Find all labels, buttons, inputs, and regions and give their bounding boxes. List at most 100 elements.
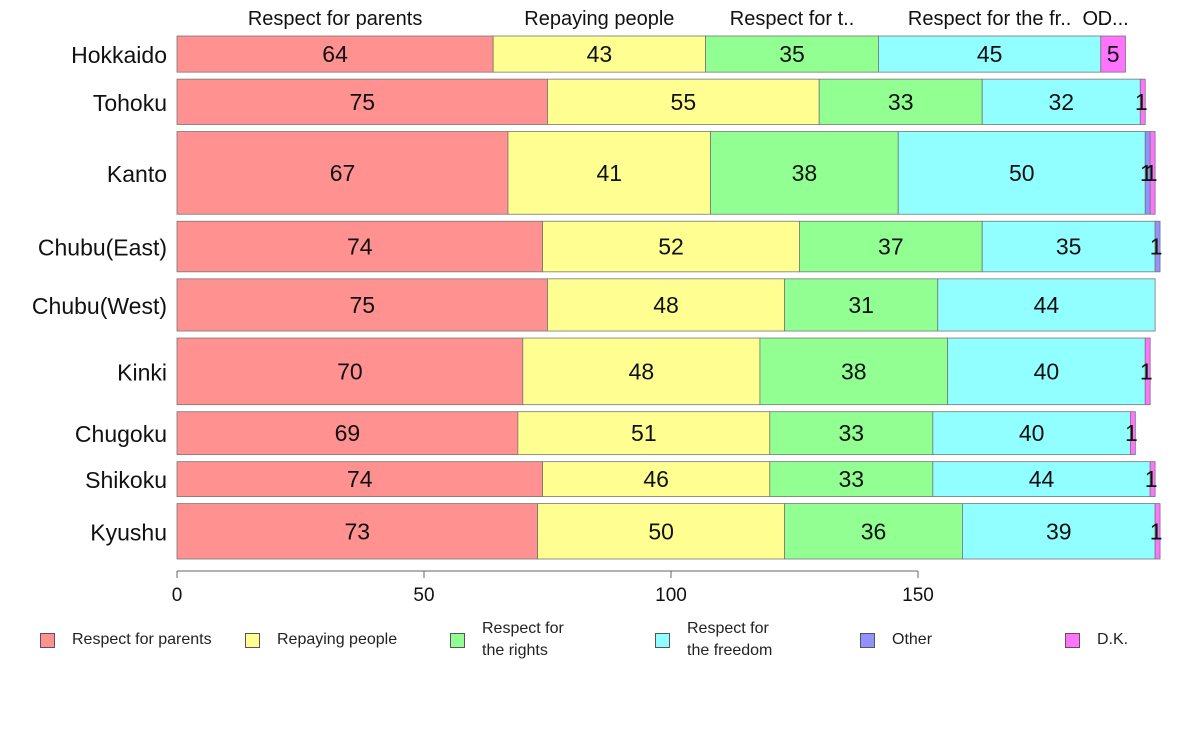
- category-label: Shikoku: [85, 467, 167, 493]
- bar-segment: [547, 278, 786, 332]
- bar-segment: [784, 503, 963, 560]
- category-label: Tohoku: [93, 90, 167, 116]
- data-label: 33: [839, 420, 865, 446]
- data-label: 1: [1150, 518, 1163, 544]
- data-label: 1: [1140, 358, 1153, 384]
- bar-segment: [705, 35, 879, 73]
- x-axis: 0 50 100 150: [172, 570, 934, 606]
- legend-item: Respect for parents: [40, 618, 212, 662]
- data-label: 37: [878, 234, 904, 260]
- bar-segment: [547, 78, 820, 125]
- legend-swatch: [40, 632, 55, 648]
- bar-segment: [759, 337, 949, 406]
- legend-label: Respect for parents: [72, 631, 212, 648]
- category-label: Kinki: [117, 359, 167, 385]
- data-label: 44: [1029, 466, 1055, 492]
- category-label: Chugoku: [75, 421, 167, 447]
- data-label: 33: [839, 466, 865, 492]
- data-label: 45: [977, 41, 1003, 67]
- bar-segment: [176, 78, 548, 125]
- bar-segment: [176, 278, 548, 332]
- data-label: 1: [1135, 89, 1148, 115]
- data-label: 35: [1056, 234, 1082, 260]
- data-label: 69: [335, 420, 361, 446]
- bar-segment: [176, 131, 509, 215]
- series-top-label: Repaying people: [524, 8, 674, 30]
- category-label: Kanto: [107, 161, 167, 187]
- data-label: 70: [337, 358, 363, 384]
- legend-label: Other: [892, 631, 933, 648]
- bar-segment: [1144, 337, 1151, 406]
- legend-item: Other: [860, 618, 932, 662]
- bar-segment: [1149, 461, 1156, 497]
- bar-segment: [947, 337, 1146, 406]
- legend-label: Repaying people: [277, 631, 398, 648]
- x-tick-label: 150: [902, 585, 934, 606]
- legend-item: Repaying people: [245, 618, 397, 662]
- data-label: 1: [1140, 160, 1153, 186]
- data-label: 40: [1034, 358, 1060, 384]
- bar-segment: [937, 278, 1156, 332]
- bar-segment: [981, 220, 1156, 273]
- bar-segment: [932, 411, 1131, 456]
- bar-segment: [176, 461, 543, 497]
- bar-segment: [878, 35, 1102, 73]
- legend-swatch: [860, 632, 875, 648]
- data-label: 55: [671, 89, 697, 115]
- legend-label: Respect for the rights: [482, 620, 564, 659]
- data-label: 36: [861, 518, 887, 544]
- legend-item: Respect for the rights: [450, 618, 564, 662]
- data-label: 31: [848, 292, 874, 318]
- category-labels: Hokkaido Tohoku Kanto Chubu(East) Chubu(West…: [32, 42, 167, 545]
- data-label: 1: [1125, 420, 1138, 446]
- bar-segment: [1154, 220, 1161, 273]
- category-label: Kyushu: [90, 519, 167, 545]
- bar-segment: [1139, 78, 1146, 125]
- data-label: 64: [322, 41, 348, 67]
- data-label: 1: [1145, 466, 1158, 492]
- category-label: Chubu(East): [38, 235, 167, 261]
- data-label: 40: [1019, 420, 1045, 446]
- bar-segment: [492, 35, 706, 73]
- series-top-label: Respect for the fr..: [908, 8, 1071, 30]
- data-label: 43: [587, 41, 613, 67]
- x-tick-label: 100: [655, 585, 687, 606]
- bar-segment: [818, 78, 983, 125]
- data-label: 44: [1034, 292, 1060, 318]
- data-label: 1: [1150, 234, 1163, 260]
- bar-segment: [176, 337, 524, 406]
- bar-segment: [784, 278, 939, 332]
- bar-segment: [962, 503, 1156, 560]
- bar-segment: [932, 461, 1151, 497]
- legend-label: Respect for the freedom: [687, 620, 773, 659]
- data-label: 51: [631, 420, 657, 446]
- data-label: 52: [658, 234, 684, 260]
- bar-segment: [981, 78, 1141, 125]
- bar-segment: [542, 220, 800, 273]
- data-label: 67: [330, 160, 356, 186]
- category-label: Hokkaido: [71, 42, 167, 68]
- legend-swatch: [655, 632, 670, 648]
- legend-item: Respect for the freedom: [655, 618, 772, 662]
- category-label: Chubu(West): [32, 293, 167, 319]
- series-top-label: O..: [1082, 8, 1109, 30]
- data-label: 32: [1048, 89, 1074, 115]
- bar-segment: [522, 337, 761, 406]
- legend-swatch: [450, 632, 465, 648]
- data-label: 41: [596, 160, 622, 186]
- data-label: 48: [629, 358, 655, 384]
- bar-segment: [1100, 35, 1126, 73]
- legend-item: D.K.: [1065, 618, 1128, 662]
- data-label: 33: [888, 89, 914, 115]
- data-label: 75: [349, 89, 375, 115]
- legend-label: D.K.: [1097, 631, 1129, 648]
- bar-segment: [537, 503, 786, 560]
- data-label: 50: [648, 518, 674, 544]
- bar-segment: [517, 411, 771, 456]
- bar-segment: [769, 411, 934, 456]
- series-top-label: D...: [1098, 8, 1129, 30]
- data-label: 74: [347, 466, 373, 492]
- bar-segment: [1154, 503, 1161, 560]
